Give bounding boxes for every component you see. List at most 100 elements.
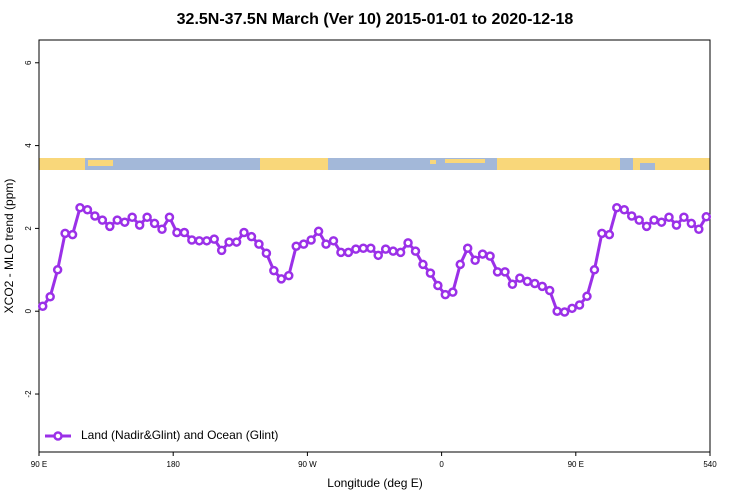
y-tick-label: 4 (24, 143, 33, 148)
data-point (395, 247, 406, 258)
data-point (686, 218, 697, 229)
data-point (641, 221, 652, 232)
data-point (276, 274, 287, 284)
data-point (694, 224, 704, 234)
data-point (112, 215, 123, 225)
data-point (157, 224, 167, 234)
data-point (567, 303, 577, 314)
data-point (224, 237, 234, 247)
x-axis-label: Longitude (deg E) (327, 476, 422, 490)
data-point (37, 301, 48, 311)
data-point (477, 249, 488, 259)
x-tick-label: 90 E (31, 460, 47, 469)
data-point (515, 273, 525, 283)
data-point (425, 268, 436, 278)
data-point (485, 251, 495, 261)
data-point (75, 202, 85, 213)
data-point (343, 247, 354, 258)
data-point (410, 246, 421, 256)
data-point (366, 243, 376, 254)
y-axis-label: XCO2 - MLO trend (ppm) (2, 179, 16, 314)
data-point (328, 236, 339, 246)
data-point (67, 229, 78, 240)
data-point (45, 291, 55, 302)
data-point (597, 228, 607, 239)
data-point (507, 279, 518, 290)
data-point (254, 239, 264, 249)
data-point (619, 205, 630, 215)
x-tick-label: 0 (439, 460, 444, 469)
data-point (187, 235, 197, 245)
data-point (127, 212, 137, 222)
data-point (544, 285, 555, 296)
data-point (82, 205, 93, 215)
plot-frame (38, 39, 711, 453)
data-point (239, 227, 249, 238)
chart-title: 32.5N-37.5N March (Ver 10) 2015-01-01 to… (177, 11, 574, 28)
data-point (291, 241, 301, 251)
data-point (336, 247, 346, 258)
x-tick-label: 180 (167, 460, 181, 469)
data-point (492, 267, 503, 277)
data-point (537, 281, 547, 292)
data-point (97, 215, 108, 225)
data-point (462, 243, 473, 254)
x-tick-label: 90 E (568, 460, 584, 469)
x-tick-label: 540 (703, 460, 717, 469)
data-point (448, 287, 458, 297)
data-point (90, 211, 100, 221)
y-tick-label: 2 (24, 226, 33, 231)
data-point (388, 246, 398, 256)
data-point (455, 259, 465, 270)
data-point (574, 300, 585, 310)
data-point (172, 227, 182, 238)
data-point (433, 280, 443, 291)
data-point (164, 212, 175, 222)
data-point (582, 291, 592, 302)
data-point (634, 215, 644, 225)
data-point (261, 248, 272, 258)
data-point (612, 202, 622, 213)
data-point (671, 220, 682, 230)
data-point (134, 220, 145, 230)
land-ocean-strip (39, 158, 710, 170)
data-point (701, 212, 712, 222)
data-point (209, 234, 219, 244)
data-point (351, 244, 361, 254)
data-point (559, 307, 570, 317)
data-point (604, 229, 615, 240)
data-point (552, 306, 562, 316)
y-tick-label: -2 (24, 390, 33, 398)
data-point (202, 236, 212, 246)
y-tick-label: 0 (24, 308, 33, 313)
data-point (246, 231, 257, 242)
data-point (60, 228, 70, 239)
data-point (231, 237, 242, 247)
data-point (656, 217, 667, 227)
data-point (358, 243, 369, 254)
data-point (418, 259, 428, 270)
data-point (149, 218, 160, 229)
data-point (306, 235, 316, 245)
y-tick-label: 6 (24, 60, 33, 65)
data-point (530, 278, 540, 289)
data-point (216, 245, 227, 256)
legend-label: Land (Nadir&Glint) and Ocean (Glint) (81, 428, 278, 442)
data-point (179, 227, 190, 238)
data-point (142, 212, 152, 222)
data-point (269, 265, 279, 276)
data-point (440, 289, 451, 300)
data-point (403, 238, 413, 248)
data-point (373, 250, 383, 261)
data-point (313, 226, 324, 237)
data-point (284, 270, 294, 281)
data-point (321, 239, 331, 249)
data-point (626, 211, 637, 221)
data-point (589, 265, 600, 275)
data-point (500, 267, 510, 277)
data-point (522, 276, 533, 287)
data-point (470, 255, 480, 266)
data-point (105, 221, 115, 232)
data-point (194, 236, 205, 246)
